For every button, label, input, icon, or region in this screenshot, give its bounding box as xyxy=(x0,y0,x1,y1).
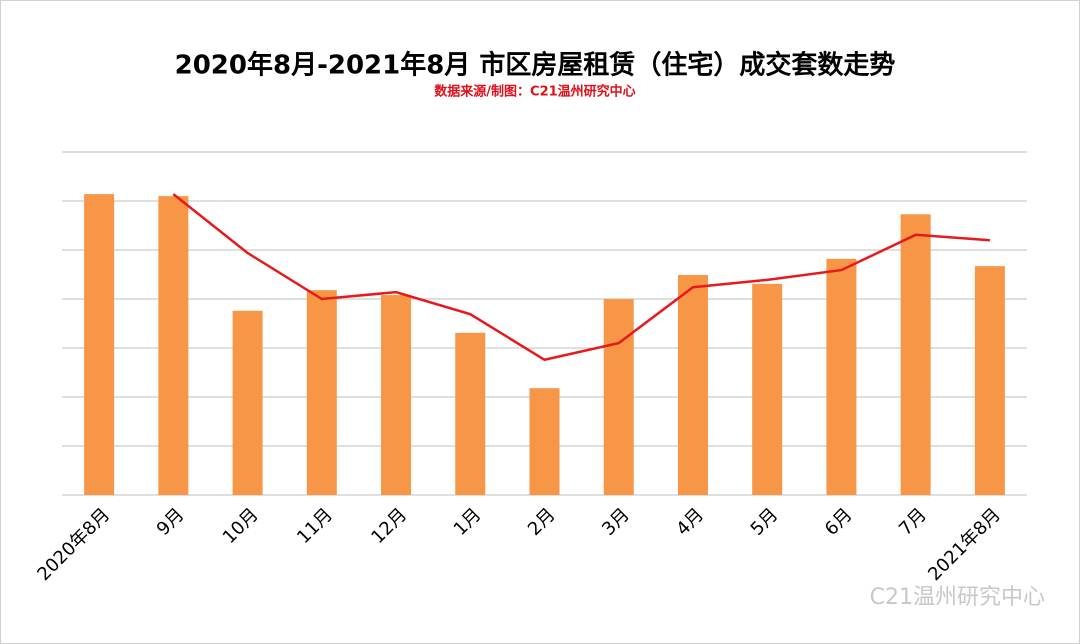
bar xyxy=(84,194,115,495)
bar xyxy=(826,258,857,495)
line xyxy=(172,193,990,362)
bar xyxy=(158,196,189,495)
bar xyxy=(455,332,486,495)
bar xyxy=(232,310,263,495)
bar xyxy=(752,283,783,495)
bar xyxy=(529,388,560,495)
chart-subtitle: 数据来源/制图：C21温州研究中心 xyxy=(434,84,635,100)
bar xyxy=(381,295,412,495)
bar xyxy=(306,290,337,495)
bar xyxy=(677,274,708,495)
bar xyxy=(900,214,931,496)
chart-title: 2020年8月-2021年8月 市区房屋租赁（住宅）成交套数走势 xyxy=(175,50,896,81)
bar xyxy=(974,266,1005,495)
bar xyxy=(603,299,634,495)
watermark: C21温州研究中心 xyxy=(870,585,1045,610)
